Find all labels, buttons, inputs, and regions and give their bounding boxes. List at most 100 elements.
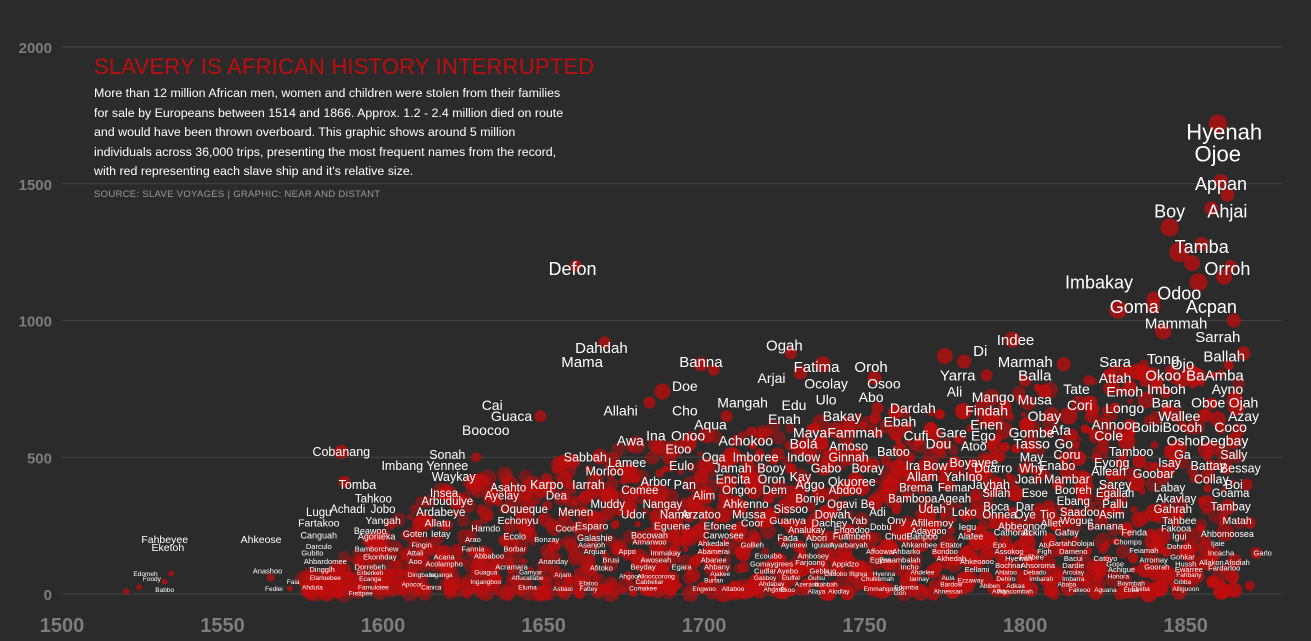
name-label-76: Ina bbox=[646, 427, 666, 443]
ship-bubble-493 bbox=[352, 549, 360, 557]
ship-bubble-237 bbox=[1220, 486, 1228, 493]
name-label-1: Ojoe bbox=[1195, 141, 1241, 166]
ship-bubble-285 bbox=[305, 570, 320, 586]
ship-bubble-1203 bbox=[829, 557, 844, 571]
ship-bubble-419 bbox=[901, 421, 913, 434]
name-label-215: Matah bbox=[1223, 515, 1252, 527]
ship-bubble-409 bbox=[334, 582, 345, 593]
ship-bubble-1418 bbox=[819, 583, 826, 590]
ship-bubble-1484 bbox=[659, 577, 675, 594]
ship-bubble-861 bbox=[808, 512, 821, 524]
ship-bubble-1058 bbox=[578, 490, 593, 504]
small-name-label-156: Imbarra bbox=[1062, 576, 1085, 583]
ship-bubble-891 bbox=[815, 459, 833, 476]
small-name-label-166: Aguana bbox=[1094, 587, 1117, 594]
name-label-178: Oqueque bbox=[501, 504, 548, 516]
ship-bubble-1310 bbox=[981, 476, 989, 484]
ship-bubble-975 bbox=[1016, 569, 1024, 576]
ship-bubble-246 bbox=[805, 501, 817, 512]
ship-bubble-1408 bbox=[471, 566, 486, 581]
ship-bubble-1471 bbox=[495, 590, 502, 597]
ship-bubble-199 bbox=[1058, 530, 1066, 538]
ship-bubble-1375 bbox=[887, 404, 903, 420]
ship-bubble-1288 bbox=[1111, 537, 1120, 546]
ship-bubble-1502 bbox=[161, 578, 168, 585]
ship-bubble-1244 bbox=[1149, 507, 1163, 521]
ship-bubble-944 bbox=[696, 581, 710, 595]
small-name-label-99: Ayarbaryah bbox=[829, 540, 867, 549]
small-name-label-179: Gibba bbox=[1174, 579, 1192, 586]
name-label-81: Cole bbox=[1094, 427, 1123, 443]
small-name-label-65: Carwosee bbox=[703, 530, 744, 540]
ship-bubble-1242 bbox=[812, 414, 829, 431]
ship-bubble-807 bbox=[434, 535, 444, 545]
ship-bubble-743 bbox=[601, 550, 610, 559]
name-label-130: Aggo bbox=[795, 478, 824, 492]
small-name-label-114: Incho bbox=[900, 562, 918, 571]
name-label-27: Balla bbox=[1018, 367, 1052, 384]
small-name-label-112: Ahbarko bbox=[892, 547, 920, 556]
x-axis-ticks: 1500 1550 1600 1650 1700 1750 1800 1850 bbox=[40, 615, 1208, 637]
name-label-177: Lugu bbox=[306, 507, 332, 519]
ship-bubble-550 bbox=[1127, 398, 1134, 405]
name-label-31: Arjai bbox=[757, 370, 785, 386]
ship-bubble-1209 bbox=[1196, 540, 1214, 557]
ship-bubble-704 bbox=[327, 570, 345, 588]
ship-bubble-793 bbox=[458, 556, 469, 566]
ship-bubble-1331 bbox=[800, 439, 818, 457]
small-name-label-171: Ebiiba bbox=[1132, 586, 1150, 593]
ship-bubble-1399 bbox=[631, 548, 639, 556]
name-label-166: Muddy bbox=[591, 499, 626, 511]
small-name-label-0: Beawoo bbox=[354, 526, 387, 536]
ship-bubble-1297 bbox=[336, 581, 352, 598]
name-label-212: Wogue bbox=[1060, 515, 1093, 527]
small-name-label-180: Alliguoon bbox=[1172, 586, 1199, 593]
ship-bubble-387 bbox=[304, 582, 314, 591]
small-name-label-125: Ahnessan bbox=[934, 589, 963, 596]
ship-bubble-215 bbox=[567, 550, 584, 566]
name-label-214: Tahbee bbox=[1162, 515, 1197, 527]
ship-bubble-1290 bbox=[429, 559, 442, 573]
ship-bubble-1397 bbox=[705, 544, 720, 559]
ship-bubble-696 bbox=[861, 533, 873, 545]
ship-bubble-879 bbox=[967, 467, 982, 483]
ship-bubble-1241 bbox=[498, 506, 506, 514]
ship-bubble-501 bbox=[848, 536, 862, 549]
ship-bubble-1521 bbox=[867, 370, 882, 385]
ship-bubble-871 bbox=[937, 574, 949, 585]
small-name-label-55: Armarwoo bbox=[632, 538, 666, 547]
ship-bubble-1255 bbox=[711, 522, 720, 531]
small-name-label-10: Ahduta bbox=[302, 584, 323, 591]
ship-bubble-1041 bbox=[623, 571, 635, 582]
ship-bubble-918 bbox=[476, 507, 485, 516]
ship-bubble-306 bbox=[1207, 460, 1219, 472]
ship-bubble-1333 bbox=[1074, 469, 1090, 486]
ship-bubble-1180 bbox=[715, 584, 733, 603]
name-label-128: Encita bbox=[716, 473, 751, 487]
ship-bubble-695 bbox=[734, 545, 747, 558]
ship-bubble-1259 bbox=[399, 550, 412, 562]
ship-bubble-880 bbox=[1000, 442, 1010, 452]
name-label-68: Boibi bbox=[1132, 419, 1163, 435]
ship-bubble-1527 bbox=[1019, 374, 1032, 387]
ship-bubble-885 bbox=[568, 543, 585, 560]
ship-bubble-711 bbox=[1203, 484, 1212, 493]
ship-bubble-1330 bbox=[1094, 513, 1109, 527]
ship-bubble-965 bbox=[762, 491, 775, 504]
small-name-label-174: Dohroh bbox=[1167, 542, 1192, 551]
ship-bubble-1169 bbox=[845, 525, 856, 536]
small-name-label-50: Brusi bbox=[602, 555, 619, 564]
ship-bubble-1389 bbox=[436, 545, 450, 559]
ship-bubble-1046 bbox=[1041, 381, 1058, 399]
ship-bubble-1050 bbox=[498, 534, 510, 547]
small-name-label-40: Affucallabe bbox=[511, 575, 543, 582]
ship-bubble-1513 bbox=[643, 396, 656, 409]
small-name-label-17: Faia bbox=[287, 579, 300, 586]
ship-bubble-682 bbox=[1099, 482, 1117, 500]
name-label-118: Why bbox=[1019, 462, 1045, 476]
name-label-114: Ira bbox=[906, 459, 921, 473]
small-name-label-63: Cabbeliar bbox=[636, 579, 665, 586]
name-label-220: Ahkeose bbox=[241, 534, 282, 546]
name-label-135: Jayhah bbox=[970, 478, 1010, 492]
ship-bubble-842 bbox=[540, 587, 552, 599]
